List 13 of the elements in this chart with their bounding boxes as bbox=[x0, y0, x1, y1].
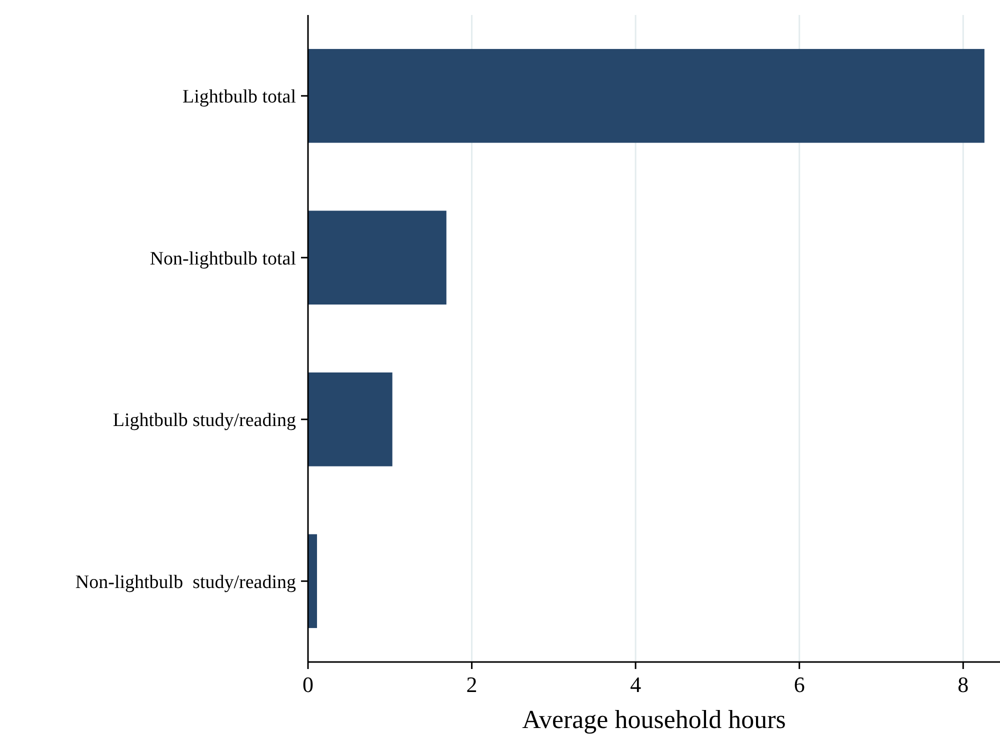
x-tick-label: 4 bbox=[630, 672, 642, 697]
x-axis-title: Average household hours bbox=[522, 705, 786, 734]
bar bbox=[308, 48, 984, 143]
x-tick-label: 8 bbox=[958, 672, 969, 697]
x-tick-label: 6 bbox=[794, 672, 805, 697]
y-tick-label: Non-lightbulb study/reading bbox=[75, 572, 296, 593]
y-tick-label: Non-lightbulb total bbox=[150, 248, 296, 270]
x-tick-label: 0 bbox=[302, 672, 314, 697]
y-tick-label: Lightbulb study/reading bbox=[112, 410, 296, 432]
y-tick-label: Lightbulb total bbox=[182, 86, 296, 108]
bar bbox=[308, 372, 392, 466]
x-tick-label: 2 bbox=[466, 672, 478, 697]
bar bbox=[308, 210, 446, 305]
